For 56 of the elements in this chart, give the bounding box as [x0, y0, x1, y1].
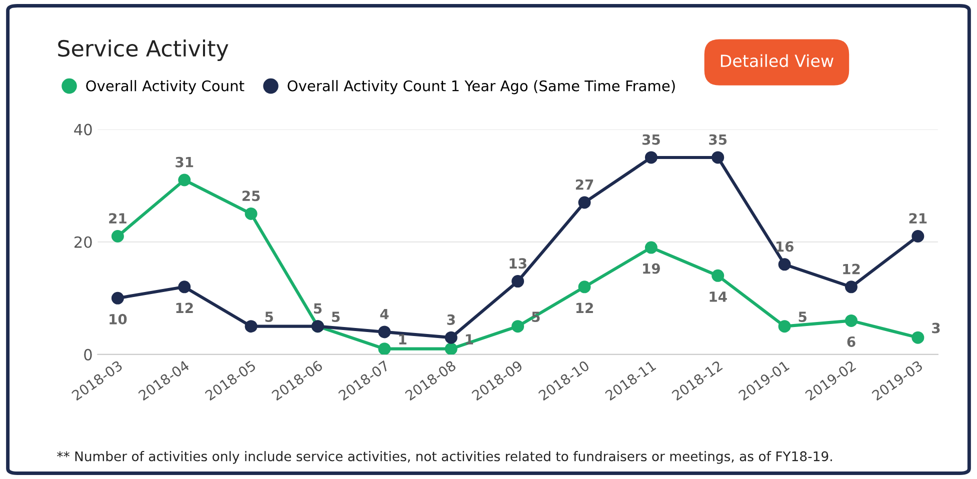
data-label: 25 — [242, 190, 260, 202]
data-label: 21 — [909, 213, 927, 224]
data-label: 5 — [265, 312, 273, 322]
data-label: 12 — [176, 302, 193, 313]
point — [712, 151, 724, 164]
point — [512, 320, 524, 333]
data-label: 35 — [709, 134, 727, 145]
point — [844, 314, 858, 327]
point — [644, 241, 658, 254]
point — [778, 320, 791, 333]
data-label: 13 — [510, 258, 526, 269]
data-label: 12 — [576, 302, 593, 313]
data-label: 3 — [447, 314, 455, 325]
point — [578, 280, 591, 294]
chart-title: Service Activity — [58, 40, 228, 62]
point — [378, 342, 391, 354]
text: ** Number of activities only include service activities, not activities related to fundraisers or meetings, as of FY18-19. — [57, 451, 832, 464]
legend-label: Overall Activity Count — [86, 80, 244, 94]
point — [844, 280, 858, 294]
text: Detailed View — [720, 54, 834, 68]
point — [578, 196, 591, 209]
data-label: 14 — [710, 292, 727, 302]
point — [178, 174, 191, 186]
point — [444, 342, 458, 354]
data-label: 1 — [399, 334, 406, 344]
data-label: 16 — [776, 241, 794, 252]
y-tick-label: 20 — [74, 236, 92, 248]
data-label: 5 — [332, 312, 340, 322]
point — [244, 208, 258, 220]
point — [178, 280, 191, 294]
data-label: 10 — [110, 314, 127, 324]
point — [111, 230, 124, 243]
data-label: 4 — [380, 308, 389, 320]
point — [778, 258, 791, 271]
point — [912, 230, 924, 243]
point — [111, 292, 124, 304]
point — [244, 320, 258, 333]
point — [712, 269, 724, 282]
data-label: 6 — [847, 336, 856, 347]
data-label: 5 — [798, 312, 806, 322]
data-label: 35 — [642, 134, 660, 145]
legend-label: Overall Activity Count 1 Year Ago (Same Time Frame) — [288, 80, 675, 94]
point — [512, 275, 524, 288]
data-label: 12 — [843, 264, 860, 274]
y-tick-label: 40 — [74, 124, 92, 136]
data-label: 3 — [932, 322, 940, 334]
point — [378, 326, 391, 338]
point — [444, 331, 458, 344]
point — [912, 331, 924, 344]
data-label: 21 — [109, 213, 126, 224]
data-label: 19 — [643, 263, 660, 274]
point — [644, 151, 658, 164]
data-label: 31 — [176, 156, 194, 168]
data-label: 27 — [576, 179, 594, 190]
data-label: 5 — [314, 303, 322, 314]
y-tick-label: 0 — [84, 348, 92, 360]
